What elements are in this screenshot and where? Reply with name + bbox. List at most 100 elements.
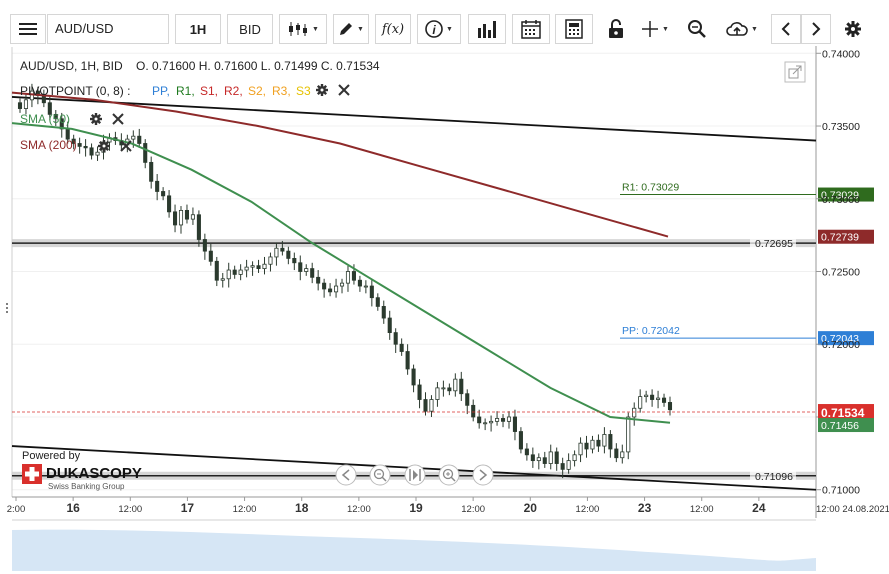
candle [471,399,476,422]
scroll-left-button[interactable] [771,14,801,44]
x-tick-label: 12:00 [461,504,485,515]
reset-view-button[interactable] [404,464,426,486]
volume-bars-icon [478,21,496,38]
chart-type-button[interactable]: ▼ [279,14,327,44]
nav-back-button[interactable] [335,464,357,486]
candle [184,204,190,224]
candle [202,233,207,260]
brand-name: DUKASCOPY [46,465,142,482]
zoom-out-button[interactable] [369,464,391,486]
pivot-legend-item: R3, [272,84,291,98]
scroll-right-button[interactable] [801,14,831,44]
x-tick-label: 17 [181,501,195,515]
sma200-line[interactable] [11,91,669,238]
candle [423,392,428,416]
expand-icon[interactable] [784,61,806,83]
dukascopy-logo: DUKASCOPY Swiss Banking Group [22,464,142,491]
calendar-button[interactable] [512,14,550,44]
candle [620,444,625,464]
navigator-strip[interactable] [0,518,889,571]
arrow-right-icon [812,22,821,36]
candle [405,344,410,375]
candle [357,275,362,292]
candle [632,402,637,426]
channel-upper-line[interactable] [11,96,817,142]
lock-button[interactable] [598,14,634,44]
menu-button[interactable] [10,14,46,44]
fx-indicator-icon: f(x) [381,21,405,37]
sma50-settings-icon[interactable] [90,113,102,125]
nav-forward-button[interactable] [472,464,494,486]
candle [584,435,589,458]
pivot-close-icon[interactable] [338,84,350,96]
candle [137,128,142,148]
draw-button[interactable]: ▼ [333,14,369,44]
calculator-button[interactable] [555,14,593,44]
candle [232,265,237,279]
chart-area[interactable]: 0.72695 0.71096 R1: 0.73029 0.73029 PP: 0.7… [0,46,889,518]
sma200-close-icon[interactable] [120,140,132,152]
candle [173,204,178,233]
candle [280,240,285,256]
price-badge: 0.72739 [818,229,874,244]
candle [345,265,351,292]
info-button[interactable]: i ▼ [417,14,461,44]
zoom-button[interactable] [679,14,715,44]
indicator-button[interactable]: f(x) [375,14,411,44]
candle [656,390,661,409]
calendar-icon [521,20,541,39]
sma50-close-icon[interactable] [112,113,124,125]
zoom-in-button[interactable] [438,464,460,486]
price-badge: 0.71456 [818,418,874,433]
candle [226,262,231,288]
level-label-bg [750,468,796,483]
sma200-settings-icon[interactable] [98,140,110,152]
volume-button[interactable] [468,14,506,44]
candle [560,457,565,479]
x-axis: 2:00 16 12:00 17 12:00 18 12:00 19 12:00 20 12:00 2… [7,497,889,515]
powered-by-label: Powered by [22,450,81,462]
svg-text:0.73029: 0.73029 [821,190,859,202]
candle [447,383,452,396]
x-tick-label: 19 [409,501,423,515]
arrow-left-icon [781,22,790,36]
crosshair-button[interactable]: ▼ [637,14,673,44]
cloud-button[interactable]: ▼ [720,14,764,44]
candle [220,272,225,288]
candle [292,252,297,271]
candle [506,411,512,429]
candle [435,382,440,407]
price-type-button[interactable]: BID [227,14,273,44]
candle [23,94,29,115]
candle [459,371,464,401]
x-tick-label: 12:00 [576,504,600,515]
brand-subtitle: Swiss Banking Group [48,482,125,491]
candle [477,409,482,429]
candle [548,444,553,470]
symbol-input[interactable]: AUD/USD [47,14,169,44]
lock-icon [609,19,623,38]
candle [500,414,506,428]
toolbar: AUD/USD 1H BID ▼ ▼ f(x) i ▼ ▼ ▼ [0,0,889,46]
candle [89,143,94,160]
settings-gear-icon [845,21,861,37]
svg-text:i: i [432,23,436,37]
ohlc-legend: AUD/USD, 1H, BID O. 0.71600 H. 0.71600 L… [20,59,380,73]
zoom-icon [688,20,706,38]
timeframe-button[interactable]: 1H [175,14,221,44]
pivot-settings-icon[interactable] [316,84,328,96]
pivot-level-label: R1: 0.73029 [622,182,679,194]
candle [518,427,523,454]
candle [143,139,148,169]
candle [387,310,392,340]
level-label: 0.71096 [755,471,793,483]
price-type-label: BID [239,21,261,37]
settings-button[interactable] [838,14,868,44]
candle [238,264,243,281]
panel-drag-handle[interactable] [6,303,8,313]
sma200-legend: SMA (200) [20,138,132,152]
level-label-bg [750,236,796,251]
sma50-label: SMA (50) [20,112,70,126]
candle [244,259,249,278]
